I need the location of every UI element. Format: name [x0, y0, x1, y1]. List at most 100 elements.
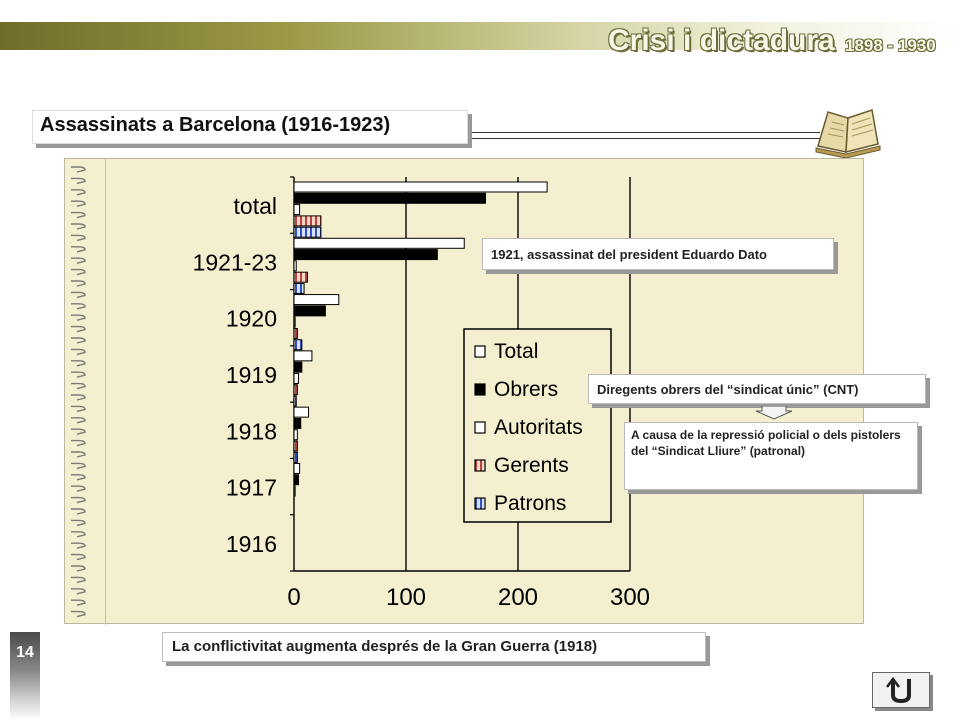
- notebook-ring: [71, 280, 86, 287]
- down-arrow-icon: [755, 406, 793, 420]
- bar-autoritats: [293, 316, 296, 328]
- header-bar: [0, 22, 960, 50]
- notebook-ring: [71, 508, 86, 515]
- notebook-ring: [71, 474, 86, 481]
- notebook-ring: [71, 166, 86, 173]
- bar-gerents: [293, 271, 308, 283]
- chart-legend: Total Obrers Autoritats Gerents Patrons: [463, 328, 612, 523]
- legend-swatch: [474, 459, 486, 472]
- legend-swatch: [474, 421, 486, 434]
- notebook-ring: [71, 223, 86, 230]
- notebook-ring: [71, 576, 86, 584]
- notebook-ring: [71, 348, 86, 356]
- notebook-ring: [71, 268, 86, 276]
- return-arrow-icon: [886, 677, 911, 704]
- callout-repression: A causa de la repressió policial o dels …: [624, 422, 918, 490]
- bar-obrers: [293, 417, 302, 429]
- notebook-ring: [71, 371, 86, 378]
- bar-obrers: [293, 249, 438, 261]
- notebook-ring: [71, 325, 86, 333]
- bar-patrons: [293, 226, 322, 238]
- notebook-ring: [71, 588, 86, 595]
- return-button[interactable]: [872, 672, 930, 708]
- bar-patrons: [293, 395, 297, 407]
- notebook-ring: [71, 485, 86, 492]
- chart-caption: La conflictivitat augmenta després de la…: [172, 638, 598, 655]
- category-label: 1921-23: [193, 249, 277, 275]
- subtitle-rule-bottom: [340, 138, 820, 139]
- legend-swatch: [474, 345, 486, 358]
- notebook-ring: [71, 200, 86, 207]
- notebook-ring: [71, 211, 86, 219]
- legend-swatch: [474, 383, 486, 396]
- bar-obrers: [293, 361, 303, 373]
- x-tick-label: 200: [498, 584, 538, 611]
- slide-number: 14: [16, 644, 34, 661]
- callout-dato: 1921, assassinat del president Eduardo D…: [482, 238, 834, 270]
- bar-autoritats: [293, 260, 297, 272]
- legend-box: [463, 328, 612, 523]
- notebook-ring: [71, 177, 86, 185]
- notebook-ring: [71, 382, 86, 390]
- notebook-ring: [71, 553, 86, 561]
- callout-cnt: Diregents obrers del “sindicat únic” (CN…: [588, 374, 926, 404]
- bar-autoritats: [293, 485, 296, 497]
- notebook-rings: [71, 166, 86, 618]
- bar-gerents: [293, 384, 298, 396]
- header-years: 1898 - 1930: [845, 36, 936, 55]
- x-tick-label: 0: [287, 584, 300, 611]
- x-tick-label: 100: [386, 584, 426, 611]
- bar-total: [293, 350, 313, 362]
- notebook-ring: [71, 565, 86, 572]
- bar-total: [293, 181, 548, 193]
- bar-chart: 0 100 200 300 total 1921-23 1920 1919 1918 1917 1…: [193, 176, 650, 611]
- notebook-ring: [71, 314, 86, 321]
- caption-box: [162, 632, 706, 662]
- notebook-ring: [71, 496, 86, 504]
- category-label: total: [234, 193, 277, 219]
- slide-number-bar: [10, 632, 40, 720]
- notebook-ring: [71, 405, 86, 413]
- notebook-ring: [71, 417, 86, 424]
- notebook-margin-line: [105, 159, 106, 625]
- open-book-icon: [815, 109, 881, 158]
- bar-total: [293, 406, 310, 418]
- notebook-ring: [71, 439, 86, 447]
- notebook-ring: [71, 610, 86, 618]
- subtitle-box: [32, 110, 468, 144]
- category-label: 1917: [226, 475, 277, 501]
- legend-swatch: [474, 497, 486, 510]
- bar-obrers: [293, 192, 487, 204]
- bar-patrons: [293, 451, 298, 463]
- category-label: 1916: [226, 531, 277, 557]
- bar-patrons: [293, 282, 305, 294]
- page-subtitle: Assassinats a Barcelona (1916-1923): [40, 114, 391, 136]
- bar-autoritats: [293, 429, 298, 441]
- notebook-ring: [71, 257, 86, 264]
- bar-total: [293, 462, 301, 474]
- notebook-ring: [71, 451, 86, 458]
- bar-obrers: [293, 474, 299, 486]
- notebook-ring: [71, 542, 86, 549]
- legend-label: Autoritats: [494, 416, 583, 439]
- subtitle-rule-top: [340, 132, 820, 133]
- bar-gerents: [293, 440, 298, 452]
- notebook-ring: [71, 428, 86, 435]
- category-label: 1920: [226, 306, 277, 332]
- notebook-ring: [71, 519, 86, 527]
- notebook-ring: [71, 303, 86, 310]
- notebook-ring: [71, 462, 86, 470]
- notebook-ring: [71, 394, 86, 401]
- legend-label: Gerents: [494, 454, 569, 477]
- notebook-ring: [71, 189, 86, 196]
- category-label: 1918: [226, 418, 277, 444]
- legend-label: Total: [494, 340, 538, 363]
- notebook-ring: [71, 599, 86, 606]
- bar-gerents: [293, 215, 322, 227]
- notebook-ring: [71, 337, 86, 344]
- bar-patrons: [293, 339, 303, 351]
- bar-obrers: [293, 305, 326, 317]
- notebook-ring: [71, 531, 86, 538]
- notebook-ring: [71, 291, 86, 299]
- notebook-ring: [71, 246, 86, 253]
